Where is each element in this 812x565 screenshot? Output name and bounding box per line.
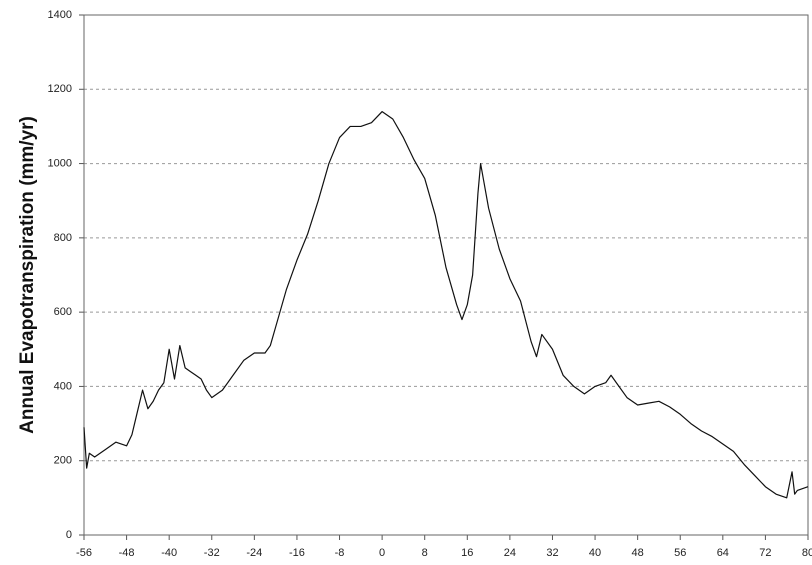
x-tick-label: 72: [759, 547, 771, 559]
x-tick-label: 32: [546, 547, 558, 559]
x-tick-label: -56: [76, 547, 92, 559]
x-tick-label: 56: [674, 547, 686, 559]
x-tick-label: 80: [802, 547, 812, 559]
y-tick-label: 0: [66, 529, 72, 541]
x-tick-label: 0: [379, 547, 385, 559]
plot-frame: [83, 14, 809, 536]
y-tick-label: 800: [54, 232, 72, 244]
y-tick-label: 600: [54, 306, 72, 318]
y-tick-label: 400: [54, 380, 72, 392]
x-tick-label: -40: [161, 547, 177, 559]
data-line: [83, 110, 809, 499]
x-tick-label: 24: [504, 547, 516, 559]
y-axis-label: Annual Evapotranspiration (mm/yr): [17, 116, 38, 434]
x-tick-label: 48: [632, 547, 644, 559]
y-tick-label: 1000: [48, 157, 72, 169]
x-tick-label: -8: [335, 547, 345, 559]
x-tick-label: 64: [717, 547, 729, 559]
x-tick-label: -24: [246, 547, 262, 559]
x-tick-label: 40: [589, 547, 601, 559]
x-tick-label: -48: [119, 547, 135, 559]
y-tick-label: 200: [54, 455, 72, 467]
x-tick-label: 16: [461, 547, 473, 559]
x-tick-label: 8: [422, 547, 428, 559]
y-tick-label: 1400: [48, 9, 72, 21]
y-tick-label: 1200: [48, 83, 72, 95]
x-tick-label: -32: [204, 547, 220, 559]
x-tick-label: -16: [289, 547, 305, 559]
